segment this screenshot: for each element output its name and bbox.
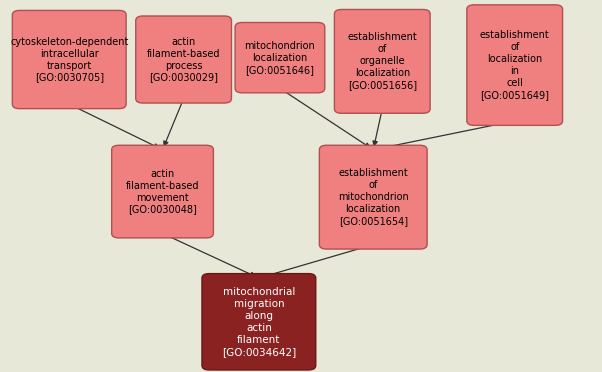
FancyBboxPatch shape [12, 10, 126, 109]
FancyBboxPatch shape [235, 22, 325, 93]
Text: mitochondrial
migration
along
actin
filament
[GO:0034642]: mitochondrial migration along actin fila… [222, 287, 296, 357]
Text: establishment
of
organelle
localization
[GO:0051656]: establishment of organelle localization … [347, 32, 417, 90]
FancyBboxPatch shape [135, 16, 231, 103]
Text: actin
filament-based
movement
[GO:0030048]: actin filament-based movement [GO:003004… [126, 169, 199, 215]
FancyBboxPatch shape [319, 145, 427, 249]
FancyBboxPatch shape [112, 145, 213, 238]
Text: mitochondrion
localization
[GO:0051646]: mitochondrion localization [GO:0051646] [244, 41, 315, 75]
FancyBboxPatch shape [202, 274, 315, 370]
Text: establishment
of
localization
in
cell
[GO:0051649]: establishment of localization in cell [G… [480, 30, 550, 100]
Text: actin
filament-based
process
[GO:0030029]: actin filament-based process [GO:0030029… [147, 36, 220, 83]
Text: cytoskeleton-dependent
intracellular
transport
[GO:0030705]: cytoskeleton-dependent intracellular tra… [10, 36, 128, 83]
Text: establishment
of
mitochondrion
localization
[GO:0051654]: establishment of mitochondrion localizat… [338, 168, 409, 226]
FancyBboxPatch shape [467, 5, 562, 125]
FancyBboxPatch shape [335, 9, 430, 113]
